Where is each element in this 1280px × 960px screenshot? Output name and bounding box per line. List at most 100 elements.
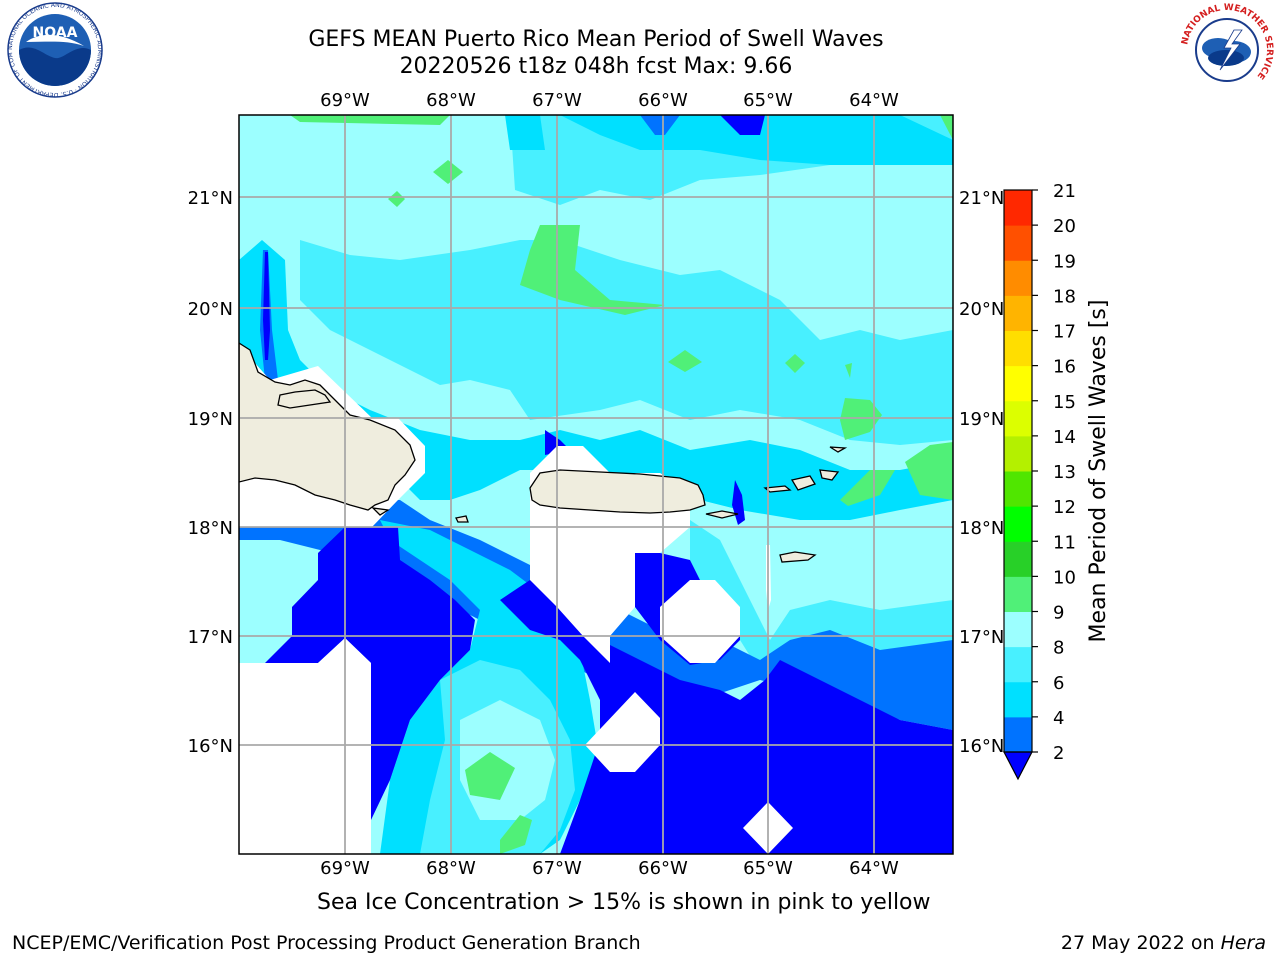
lat-label-right: 19°N	[959, 409, 1004, 430]
colorbar-bin	[1004, 260, 1032, 296]
land-virgin-islands	[371, 446, 848, 516]
lat-label-right: 17°N	[959, 627, 1004, 648]
colorbar-tick-label: 18	[1053, 286, 1076, 307]
field-cyan-north-2	[505, 115, 545, 150]
lat-label-right: 18°N	[959, 518, 1004, 539]
lon-label-bottom: 68°W	[426, 858, 476, 879]
colorbar-tick-label: 12	[1053, 497, 1076, 518]
lon-label-top: 68°W	[426, 90, 476, 111]
colorbar-bin	[1004, 295, 1032, 331]
graticule	[239, 115, 953, 854]
lat-label-left: 16°N	[188, 736, 233, 757]
colorbar-bin	[1004, 541, 1032, 577]
field-deep-central	[500, 580, 953, 854]
colorbar-extend	[1003, 751, 1033, 781]
colorbar-tick-label: 17	[1053, 322, 1076, 343]
axis-labels: 69°W 69°W 68°W 68°W 67°W 67°W 66°W 66°W 65°W 65°W…	[188, 90, 1005, 879]
colorbar-tick-label: 15	[1053, 392, 1076, 413]
land-hispaniola	[239, 342, 416, 511]
colorbar-bin	[1004, 611, 1032, 648]
field-pale-east	[700, 500, 953, 630]
footer-date: 27 May 2022 on Hera	[1061, 932, 1266, 954]
field-green-9	[905, 442, 953, 500]
field-green-12	[465, 752, 515, 800]
lon-label-top: 66°W	[638, 90, 688, 111]
field-green-1	[290, 115, 450, 125]
colorbar-tick-label: 8	[1053, 638, 1064, 659]
field-green-8	[840, 398, 882, 440]
colorbar-bin	[1004, 716, 1032, 753]
colorbar-label: Mean Period of Swell Waves [s]	[1086, 300, 1111, 643]
field-light-east	[690, 520, 953, 680]
colorbar-tick-label: 19	[1053, 251, 1076, 272]
colorbar: 2 4 6 8 9 10 11 12 13 14 15 16 17 18 19 20 21	[1003, 181, 1076, 781]
field-green-7	[845, 363, 852, 378]
lat-label-left: 21°N	[188, 188, 233, 209]
nodata-south-diamond	[585, 692, 660, 772]
field-light-cyan-west	[239, 235, 953, 445]
colorbar-bin	[1004, 471, 1032, 507]
land-st-croix	[779, 551, 817, 563]
colorbar-tick-label: 11	[1053, 532, 1076, 553]
lon-label-top: 64°W	[849, 90, 899, 111]
lat-label-left: 20°N	[188, 299, 233, 320]
footer-credit: NCEP/EMC/Verification Post Processing Pr…	[12, 932, 641, 954]
lon-label-bottom: 64°W	[849, 858, 899, 879]
colorbar-bin	[1004, 365, 1032, 402]
footer-host: Hera	[1220, 932, 1266, 954]
lon-label-bottom: 66°W	[638, 858, 688, 879]
field-blue-top	[640, 115, 680, 135]
field-green-10	[840, 470, 895, 506]
colorbar-bin	[1004, 400, 1032, 437]
nodata-south-west	[239, 638, 371, 854]
colorbar-bin	[1004, 506, 1032, 542]
colorbar-tick-label: 20	[1053, 216, 1076, 237]
colorbar-bin	[1004, 225, 1032, 261]
field-green-11	[940, 115, 953, 140]
nodata-east-block	[660, 580, 740, 663]
colorbar-bin	[1004, 681, 1032, 718]
colorbar-tick-label: 6	[1053, 673, 1064, 694]
lat-label-left: 17°N	[188, 627, 233, 648]
map-frame	[238, 114, 954, 855]
field-green-3	[388, 191, 405, 207]
colorbar-bin	[1004, 330, 1032, 367]
lat-label-right: 16°N	[959, 736, 1004, 757]
lon-label-bottom: 65°W	[743, 858, 793, 879]
field-green-6	[785, 354, 805, 373]
field-green-5	[668, 350, 702, 372]
lon-label-bottom: 69°W	[320, 858, 370, 879]
colorbar-tick-label: 2	[1053, 743, 1064, 764]
lat-label-right: 20°N	[959, 299, 1004, 320]
lon-label-top: 69°W	[320, 90, 370, 111]
chart-title: GEFS MEAN Puerto Rico Mean Period of Swe…	[308, 27, 884, 52]
colorbar-tick-label: 4	[1053, 708, 1064, 729]
lon-label-bottom: 67°W	[532, 858, 582, 879]
colorbar-tick-label: 10	[1053, 567, 1076, 588]
colorbar-tick-label: 9	[1053, 603, 1064, 624]
field-deep-streak	[263, 252, 270, 360]
lon-label-top: 67°W	[532, 90, 582, 111]
lat-label-right: 21°N	[959, 188, 1004, 209]
footer-date-text: 27 May 2022 on	[1060, 932, 1221, 954]
colorbar-bin	[1004, 576, 1032, 612]
noaa-logo: NATIONAL OCEANIC AND ATMOSPHERIC ADMINIS…	[4, 2, 103, 98]
field-green-13	[500, 815, 532, 854]
land-mona	[455, 515, 469, 523]
sea-ice-note: Sea Ice Concentration > 15% is shown in …	[317, 890, 931, 915]
land-hispaniola-north	[277, 389, 332, 409]
lat-label-left: 19°N	[188, 409, 233, 430]
land-vieques	[705, 510, 739, 519]
colorbar-tick-label: 14	[1053, 427, 1076, 448]
colorbar-tick-label: 21	[1053, 181, 1076, 202]
colorbar-bin	[1004, 435, 1032, 472]
nws-logo: NATIONAL WEATHER SERVICE	[1180, 3, 1274, 96]
colorbar-bin	[1004, 646, 1032, 683]
colorbar-bin	[1004, 190, 1032, 226]
colorbar-tick-label: 16	[1053, 357, 1076, 378]
field-green-2	[433, 160, 463, 184]
field-deep-top	[720, 115, 765, 135]
lat-label-left: 18°N	[188, 518, 233, 539]
svg-text:NOAA: NOAA	[33, 25, 78, 41]
